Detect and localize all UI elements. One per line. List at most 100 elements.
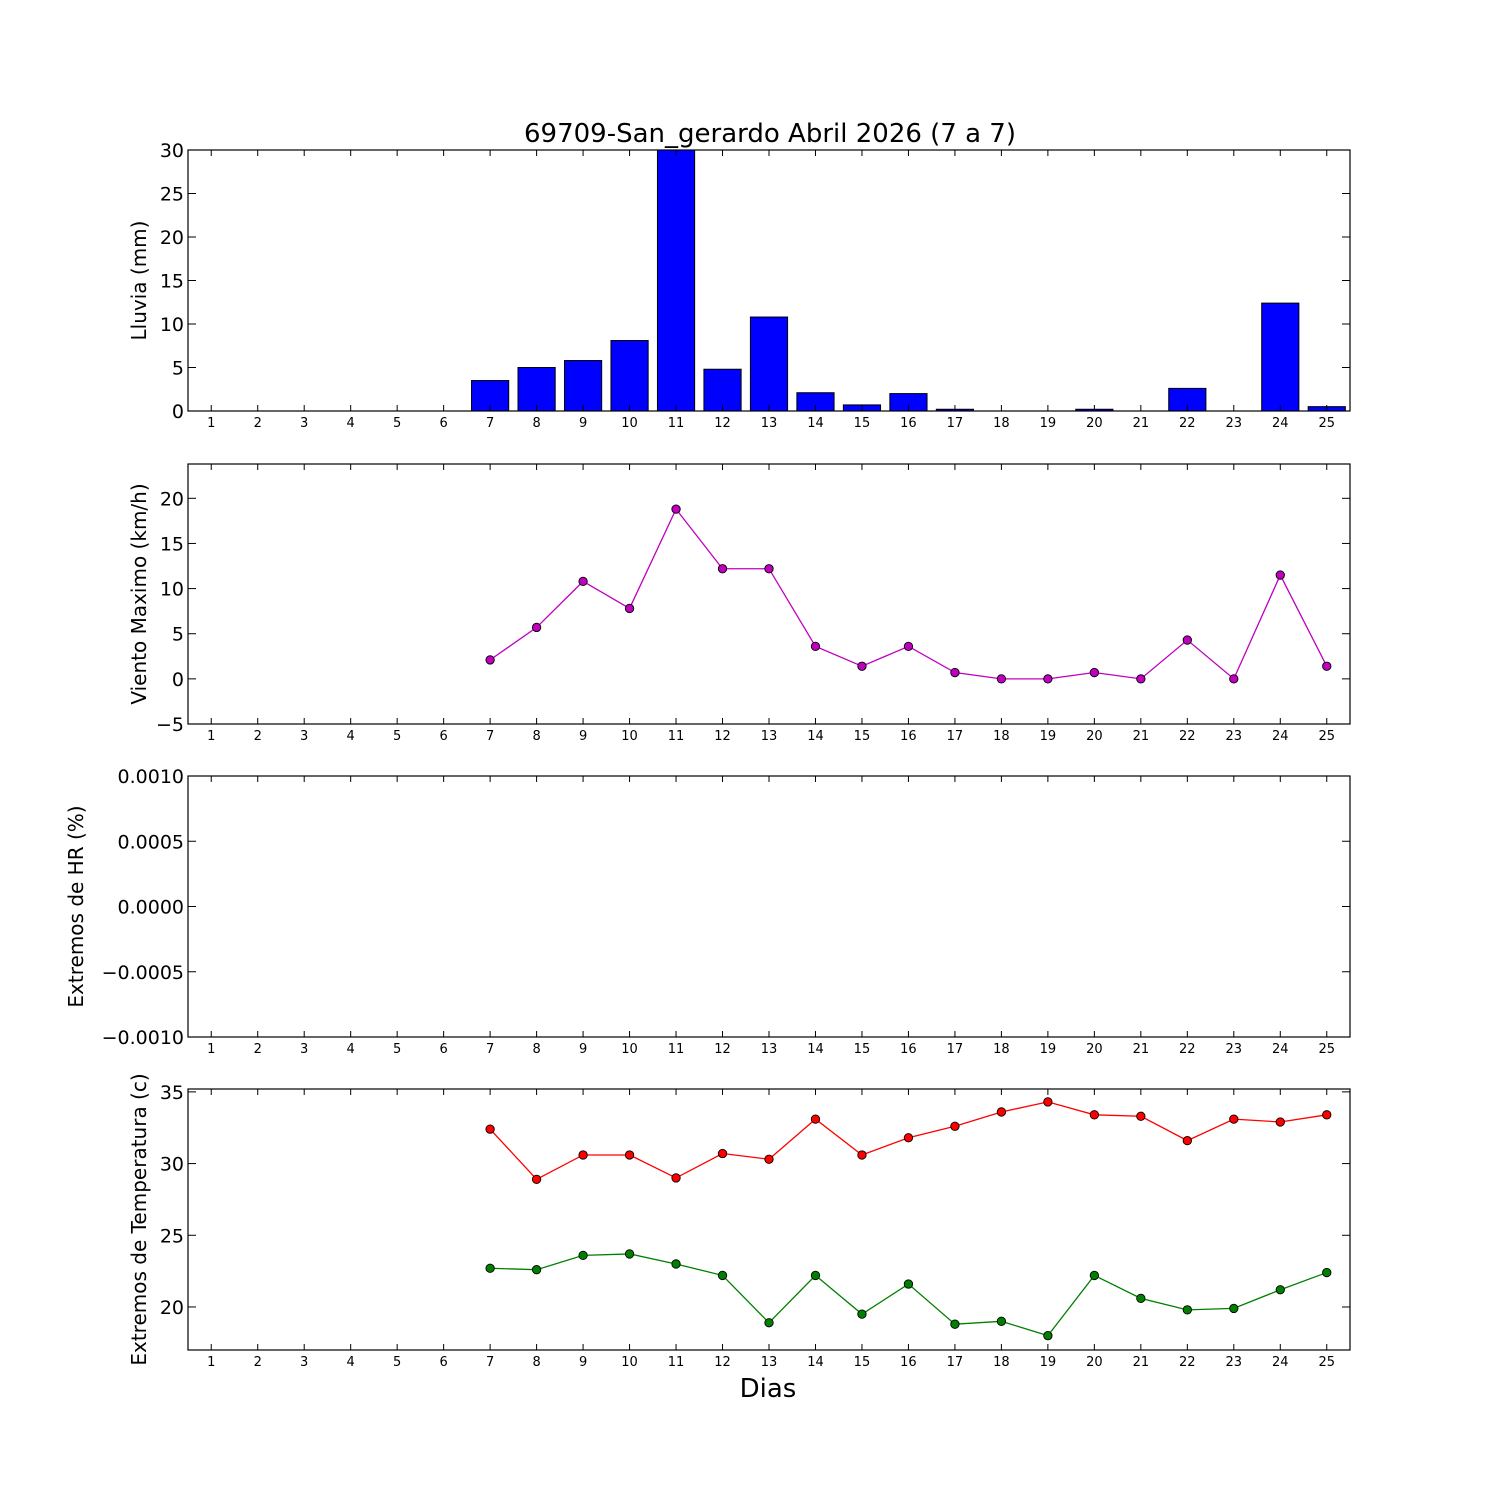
- rain-x-tick-label: 17: [947, 416, 964, 431]
- panel-rain: 1 2 3 4 5 6 7 8 9 10 11 12 13 14 15 16 17 18 19 20 21 22 23 24 2…: [127, 140, 1351, 431]
- humidity-x-tick-label: 5: [393, 1042, 401, 1057]
- temperature-x-tick-label: 1: [207, 1355, 215, 1370]
- tmin-point-day-12: [717, 1270, 728, 1281]
- humidity-x-tick-label: 2: [254, 1042, 262, 1057]
- humidity-x-tick-label: 6: [439, 1042, 447, 1057]
- rain-bar-day-10: [610, 340, 649, 412]
- humidity-x-tick-label: 9: [579, 1042, 587, 1057]
- tmax-point-day-13: [764, 1154, 774, 1164]
- wind-point-day-21: [1136, 674, 1146, 684]
- humidity-x-tick-label: 12: [714, 1042, 731, 1057]
- tmin-point-day-8: [531, 1265, 542, 1275]
- rain-x-tick-label: 3: [300, 416, 308, 431]
- wind-point-day-8: [531, 622, 542, 633]
- humidity-x-tick-label: 4: [347, 1042, 355, 1057]
- tmax-point-day-9: [578, 1150, 588, 1160]
- temperature-y-tick-label: 30: [160, 1154, 184, 1176]
- rain-x-tick-label: 22: [1179, 416, 1196, 431]
- rain-x-tick-label: 13: [761, 416, 778, 431]
- wind-point-day-22: [1182, 635, 1192, 645]
- temperature-x-tick-label: 6: [439, 1355, 447, 1370]
- temperature-x-tick-label: 19: [1040, 1355, 1057, 1370]
- wind-point-day-13: [764, 564, 774, 574]
- wind-x-tick-label: 14: [807, 729, 824, 744]
- humidity-x-tick-label: 18: [993, 1042, 1010, 1057]
- tmax-point-day-21: [1136, 1111, 1146, 1121]
- humidity-x-tick-label: 10: [621, 1042, 638, 1057]
- humidity-y-axis-label: Extremos de HR (%): [64, 805, 88, 1007]
- wind-y-tick-label: 10: [160, 579, 184, 601]
- wind-point-day-16: [903, 641, 914, 652]
- humidity-y-tick-label: −0.0010: [102, 1027, 184, 1049]
- temperature-y-tick-label: 35: [160, 1082, 184, 1104]
- humidity-x-tick-label: 11: [668, 1042, 685, 1057]
- wind-x-tick-label: 5: [393, 729, 401, 744]
- rain-bar-day-9: [563, 360, 603, 412]
- rain-y-tick-label: 25: [160, 184, 184, 206]
- rain-bar-day-11: [656, 149, 696, 412]
- rain-x-tick-label: 18: [993, 416, 1010, 431]
- temperature-y-tick-label: 25: [160, 1225, 184, 1247]
- wind-point-day-17: [950, 667, 960, 678]
- temperature-x-tick-label: 22: [1179, 1355, 1196, 1370]
- panel-humidity: 1 2 3 4 5 6 7 8 9 10 11 12 13 14 15 16 17 18 19 20 21 22 23 24 2…: [64, 766, 1351, 1057]
- temperature-x-tick-label: 13: [761, 1355, 778, 1370]
- temperature-x-tick-label: 25: [1318, 1355, 1335, 1370]
- wind-x-tick-label: 8: [532, 729, 540, 744]
- humidity-y-tick-label: 0.0000: [118, 897, 184, 919]
- humidity-x-tick-label: 15: [854, 1042, 871, 1057]
- temperature-x-tick-label: 4: [347, 1355, 355, 1370]
- wind-x-tick-label: 10: [621, 729, 638, 744]
- rain-x-tick-label: 6: [439, 416, 447, 431]
- wind-point-day-10: [624, 603, 635, 614]
- tmin-point-day-17: [950, 1319, 960, 1329]
- temperature-x-tick-label: 16: [900, 1355, 917, 1370]
- tmax-point-day-8: [531, 1174, 542, 1184]
- wind-x-tick-label: 3: [300, 729, 308, 744]
- wind-y-tick-label: −5: [156, 714, 184, 736]
- rain-y-tick-label: 5: [172, 358, 184, 380]
- humidity-x-tick-label: 16: [900, 1042, 917, 1057]
- rain-x-tick-label: 11: [668, 416, 685, 431]
- tmin-point-day-7: [485, 1263, 495, 1273]
- wind-point-day-15: [857, 661, 867, 671]
- rain-x-tick-label: 4: [347, 416, 355, 431]
- rain-bar-day-8: [517, 367, 556, 412]
- rain-x-tick-label: 24: [1272, 416, 1289, 431]
- tmin-point-day-16: [903, 1279, 914, 1289]
- temperature-x-tick-label: 9: [579, 1355, 587, 1370]
- temperature-x-tick-label: 7: [486, 1355, 494, 1370]
- tmin-point-day-23: [1229, 1303, 1239, 1314]
- tmin-point-day-24: [1275, 1285, 1285, 1295]
- wind-y-tick-label: 20: [160, 488, 184, 510]
- tmax-point-day-11: [671, 1173, 681, 1183]
- wind-x-tick-label: 6: [439, 729, 447, 744]
- wind-x-tick-label: 2: [254, 729, 262, 744]
- wind-x-tick-label: 23: [1226, 729, 1243, 744]
- wind-point-day-7: [485, 655, 495, 665]
- temperature-x-tick-label: 2: [254, 1355, 262, 1370]
- tmin-point-day-18: [996, 1316, 1007, 1326]
- tmax-point-day-22: [1182, 1135, 1192, 1146]
- tmin-point-day-25: [1322, 1267, 1332, 1278]
- rain-y-tick-label: 15: [160, 271, 184, 293]
- humidity-x-tick-label: 8: [532, 1042, 540, 1057]
- tmax-point-day-20: [1089, 1110, 1100, 1120]
- tmax-point-day-25: [1322, 1110, 1332, 1120]
- tmax-point-day-16: [903, 1133, 914, 1143]
- tmin-point-day-15: [857, 1309, 867, 1319]
- tmin-point-day-13: [764, 1318, 774, 1328]
- wind-point-day-11: [671, 504, 681, 514]
- humidity-x-tick-label: 7: [486, 1042, 494, 1057]
- humidity-x-tick-label: 23: [1226, 1042, 1243, 1057]
- tmax-point-day-23: [1229, 1114, 1239, 1124]
- tmax-point-day-24: [1275, 1117, 1285, 1127]
- wind-y-axis-label: Viento Maximo (km/h): [127, 483, 151, 704]
- wind-point-day-25: [1322, 661, 1332, 671]
- humidity-x-tick-label: 20: [1086, 1042, 1103, 1057]
- temperature-x-tick-label: 15: [854, 1355, 871, 1370]
- tmin-point-day-22: [1182, 1305, 1192, 1315]
- humidity-x-tick-label: 14: [807, 1042, 824, 1057]
- wind-x-tick-label: 1: [207, 729, 215, 744]
- tmin-point-day-10: [624, 1249, 635, 1259]
